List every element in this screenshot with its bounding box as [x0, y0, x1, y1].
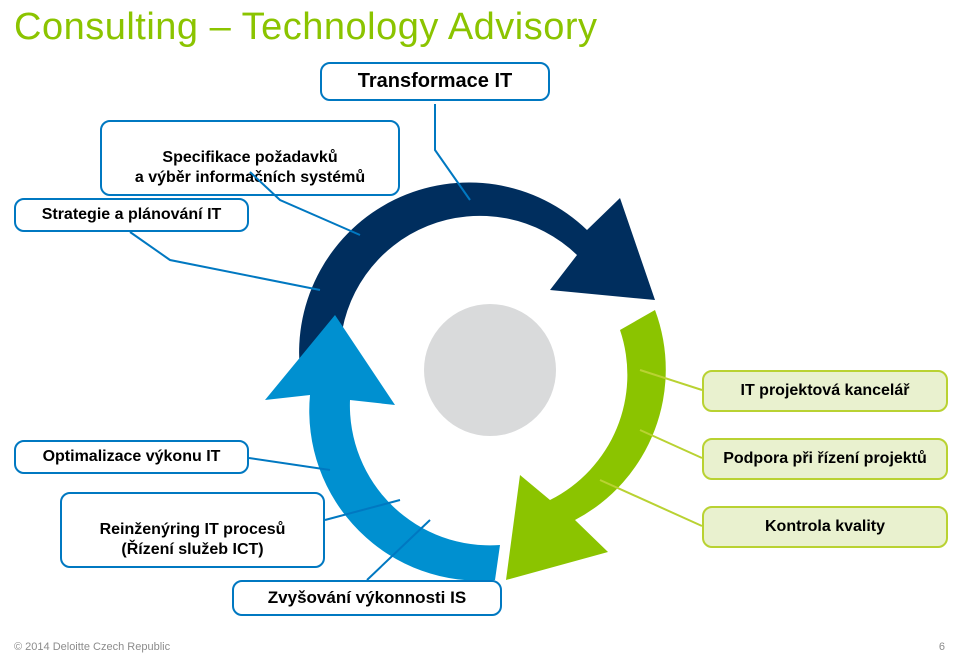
callout-text: Optimalizace výkonu IT	[43, 448, 221, 465]
callout-text: IT projektová kancelář	[741, 382, 910, 399]
page-root: Consulting – Technology Advisory Plánová…	[0, 0, 959, 661]
callout-specifikace: Specifikace požadavků a výběr informační…	[100, 120, 400, 196]
callout-text: Specifikace požadavků a výběr informační…	[135, 149, 365, 186]
callout-transformace: Transformace IT	[320, 62, 550, 101]
callout-kontrola: Kontrola kvality	[702, 506, 948, 548]
callout-podpora: Podpora při řízení projektů	[702, 438, 948, 480]
page-title: Consulting – Technology Advisory	[14, 6, 598, 49]
callout-text: Reinženýring IT procesů (Řízení služeb I…	[100, 521, 286, 558]
page-number: 6	[939, 641, 945, 653]
callout-text: Kontrola kvality	[765, 518, 885, 535]
callout-text: Zvyšování výkonnosti IS	[268, 588, 466, 607]
cycle-center	[424, 304, 556, 436]
callout-text: Strategie a plánování IT	[42, 206, 222, 223]
callout-strategie: Strategie a plánování IT	[14, 198, 249, 232]
callout-kancelar: IT projektová kancelář	[702, 370, 948, 412]
callout-text: Transformace IT	[358, 70, 513, 92]
callout-optimalizace: Optimalizace výkonu IT	[14, 440, 249, 474]
callout-reinzenyring: Reinženýring IT procesů (Řízení služeb I…	[60, 492, 325, 568]
callout-text: Podpora při řízení projektů	[723, 450, 927, 467]
footer-copyright: © 2014 Deloitte Czech Republic	[14, 641, 170, 653]
callout-zvysovani: Zvyšování výkonnosti IS	[232, 580, 502, 616]
